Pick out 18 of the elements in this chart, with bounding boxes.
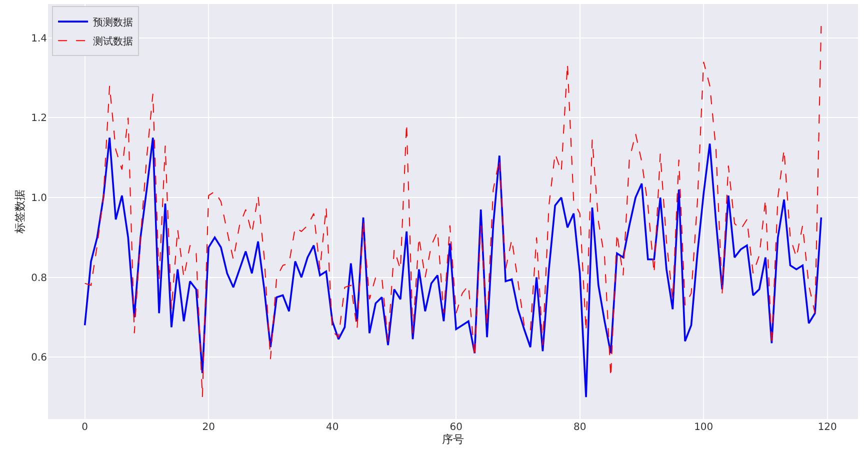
x-axis-title: 序号	[442, 433, 464, 446]
line-series	[84, 136, 822, 398]
x-tick-label: 120	[818, 422, 837, 433]
y-tick-label: 1.0	[31, 193, 47, 204]
x-tick-label: 100	[694, 422, 714, 433]
y-tick-label: 0.6	[31, 352, 47, 364]
line-series	[84, 25, 822, 398]
legend-label: 测试数据	[93, 35, 134, 48]
y-tick-label: 1.2	[31, 113, 47, 124]
y-tick-label: 0.8	[31, 272, 47, 284]
legend-label: 预测数据	[93, 16, 134, 28]
x-tick-label: 60	[450, 422, 462, 433]
y-tick-label: 1.4	[31, 33, 47, 44]
x-tick-label: 40	[326, 422, 339, 433]
y-axis-title: 标签数据	[14, 190, 27, 234]
x-tick-label: 80	[573, 422, 586, 433]
x-tick-label: 0	[82, 422, 88, 433]
x-tick-label: 20	[202, 422, 215, 433]
